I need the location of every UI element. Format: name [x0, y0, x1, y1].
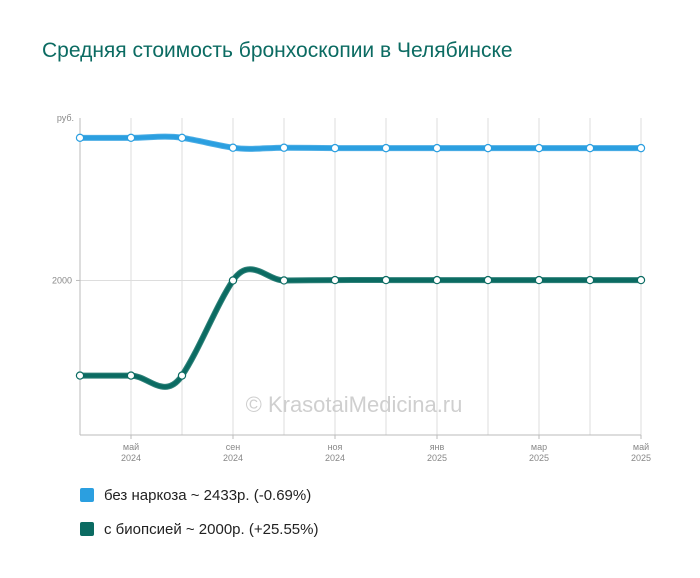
legend-label: с биопсией ~ 2000р. (+25.55%)	[104, 520, 319, 538]
x-tick-label-month: май	[123, 442, 139, 452]
data-point	[177, 371, 187, 380]
data-point	[432, 143, 442, 153]
data-point	[636, 143, 646, 153]
data-point	[381, 275, 391, 285]
line-chart: руб.2000май2024сен2024ноя2024янв2025мар2…	[52, 113, 651, 463]
series-line-shadow	[77, 266, 644, 390]
data-point	[75, 133, 85, 143]
series-1	[75, 266, 646, 390]
x-tick-label-year: 2024	[223, 453, 243, 463]
data-point	[177, 133, 187, 143]
x-tick-label-year: 2024	[121, 453, 141, 463]
x-tick-label-month: ноя	[328, 442, 343, 452]
legend-label: без наркоза ~ 2433р. (-0.69%)	[104, 486, 312, 504]
series-line	[78, 267, 643, 389]
chart-title: Средняя стоимость бронхоскопии в Челябин…	[42, 39, 513, 62]
data-point	[636, 275, 646, 285]
x-tick-label-month: сен	[226, 442, 241, 452]
x-tick-label-year: 2025	[427, 453, 447, 463]
data-point	[126, 133, 136, 143]
data-point	[228, 143, 238, 152]
x-tick-label-year: 2025	[529, 453, 549, 463]
data-point	[330, 143, 340, 153]
x-tick-label-month: янв	[430, 442, 445, 452]
x-tick-label-month: мар	[531, 442, 547, 452]
series-0	[75, 133, 646, 153]
x-tick-label-year: 2025	[631, 453, 651, 463]
y-tick-label: 2000	[52, 275, 72, 285]
data-point	[534, 275, 544, 285]
series-line	[78, 134, 643, 151]
data-point	[483, 275, 493, 285]
legend-item-with-biopsy[interactable]: с биопсией ~ 2000р. (+25.55%)	[80, 519, 318, 539]
data-point	[228, 276, 238, 285]
legend-swatch-teal	[80, 522, 94, 536]
legend: без наркоза ~ 2433р. (-0.69%) с биопсией…	[80, 485, 318, 553]
x-tick-label-month: май	[633, 442, 649, 452]
data-point	[330, 275, 340, 285]
data-point	[432, 275, 442, 285]
data-point	[483, 143, 493, 153]
data-point	[126, 371, 136, 380]
axis-layer: руб.2000май2024сен2024ноя2024янв2025мар2…	[52, 113, 651, 463]
legend-item-without-anesthesia[interactable]: без наркоза ~ 2433р. (-0.69%)	[80, 485, 318, 505]
y-unit-label: руб.	[57, 113, 74, 123]
data-point	[585, 143, 595, 153]
data-point	[279, 143, 289, 152]
series-layer	[75, 133, 646, 390]
data-point	[534, 143, 544, 153]
legend-swatch-blue	[80, 488, 94, 502]
data-point	[381, 143, 391, 153]
data-point	[585, 275, 595, 285]
data-point	[75, 371, 85, 380]
x-tick-label-year: 2024	[325, 453, 345, 463]
watermark: © KrasotaiMedicina.ru	[246, 392, 463, 417]
data-point	[279, 276, 289, 285]
